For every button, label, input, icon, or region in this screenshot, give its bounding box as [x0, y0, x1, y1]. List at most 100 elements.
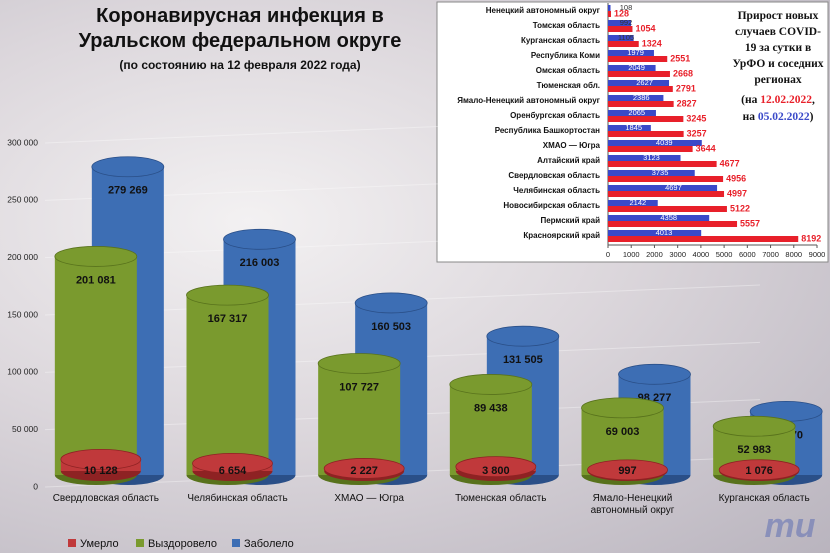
bar [318, 363, 401, 475]
legend-swatch [136, 539, 144, 547]
cylinder-top [91, 156, 165, 178]
value-label: 4697 [665, 183, 682, 192]
value-label: 3 800 [482, 465, 510, 477]
chart-subtitle: (по состоянию на 12 февраля 2022 года) [119, 58, 361, 72]
legend-entry: 05.02.2022 [757, 111, 810, 123]
value-label: 2 227 [350, 465, 378, 477]
bar [608, 26, 633, 32]
bar [608, 41, 639, 47]
y-tick-label: Оренбургская область [510, 111, 600, 120]
cylinder-top [618, 363, 691, 385]
value-label: 69 003 [606, 426, 640, 438]
value-label: 6 654 [219, 465, 247, 477]
y-tick-label: Красноярский край [523, 231, 600, 240]
x-tick-label: 2000 [646, 250, 663, 259]
cylinder-top [712, 415, 796, 437]
value-label: 3257 [687, 128, 707, 138]
inset-title: Прирост новых случаев COVID-19 за сутки … [732, 10, 824, 86]
legend-entry: Умерло [80, 538, 119, 550]
x-tick-label: 3000 [669, 250, 686, 259]
y-tick-label: ХМАО — Югра [543, 141, 601, 150]
x-tick-label: Тюменская область [455, 493, 547, 504]
x-tick-label: 9000 [809, 250, 826, 259]
x-tick-label: 4000 [693, 250, 710, 259]
y-tick-label: Ненецкий автономный округ [486, 6, 601, 15]
value-label: 997 [618, 465, 636, 477]
bar [608, 35, 634, 41]
y-tick-label: 50 000 [12, 424, 38, 434]
value-label: 216 003 [240, 257, 280, 269]
value-label: 4997 [727, 188, 747, 198]
value-label: 992 [620, 18, 633, 27]
cylinder-top [317, 353, 401, 374]
value-label: 2065 [628, 108, 645, 117]
bar [186, 295, 269, 475]
bar [608, 125, 651, 131]
legend-text: , [811, 94, 815, 106]
cylinder-top [455, 456, 537, 478]
x-tick-label: 8000 [785, 250, 802, 259]
y-tick-label: Республика Коми [531, 51, 600, 60]
x-tick-label: 0 [606, 250, 610, 259]
bar [608, 206, 727, 212]
value-label: 8192 [801, 233, 821, 243]
y-tick-label: Челябинская область [513, 186, 600, 195]
value-label: 128 [614, 8, 629, 18]
value-label: 1845 [625, 123, 642, 132]
x-tick-label: 5000 [716, 250, 733, 259]
legend-entry: 12.02.2022 [760, 94, 812, 106]
value-label: 2827 [677, 98, 697, 108]
bar [608, 221, 738, 227]
y-tick-label: Свердловская область [508, 171, 600, 180]
value-label: 1054 [635, 23, 655, 33]
y-tick-label: 200 000 [7, 252, 38, 262]
bar [608, 146, 693, 152]
bar [608, 5, 611, 11]
x-tick-label: ХМАО — Югра [334, 493, 404, 504]
legend-text: (на [741, 94, 758, 106]
bar [608, 80, 670, 86]
bar [608, 65, 656, 71]
bar [608, 95, 664, 101]
value-label: 4956 [726, 173, 746, 183]
value-label: 10 128 [84, 465, 118, 477]
value-label: 3644 [696, 143, 716, 153]
value-label: 131 505 [503, 354, 543, 366]
y-tick-label: Пермский край [540, 216, 600, 225]
legend-entry: Заболело [244, 538, 294, 550]
value-label: 2627 [636, 78, 653, 87]
y-tick-label: Ямало-Ненецкий автономный округ [457, 96, 600, 105]
bar [608, 200, 658, 206]
bar [608, 215, 710, 221]
legend-swatch [68, 539, 76, 547]
legend-swatch [232, 539, 240, 547]
value-label: 2142 [630, 198, 647, 207]
value-label: 4358 [660, 213, 677, 222]
y-tick-label: 150 000 [7, 309, 38, 319]
logo: ти [765, 507, 816, 545]
y-tick-label: Тюменская обл. [537, 81, 600, 90]
value-label: 1 076 [745, 465, 773, 477]
cylinder-top [54, 246, 138, 267]
cylinder-top [186, 284, 269, 306]
value-label: 3245 [686, 113, 706, 123]
value-label: 108 [620, 3, 633, 12]
bar [608, 170, 695, 176]
value-label: 52 983 [737, 444, 771, 456]
value-label: 201 081 [76, 274, 116, 286]
value-label: 89 438 [474, 402, 508, 414]
x-tick-label: Челябинская область [187, 493, 288, 504]
value-label: 3123 [643, 153, 660, 162]
y-tick-label: 100 000 [7, 367, 38, 377]
bar [608, 185, 718, 191]
cylinder-top [323, 458, 405, 479]
cylinder-top [581, 397, 664, 419]
value-label: 1324 [642, 38, 662, 48]
bar [608, 86, 673, 92]
bar [608, 155, 681, 161]
value-label: 4677 [720, 158, 740, 168]
bar [608, 161, 717, 167]
value-label: 107 727 [339, 381, 379, 393]
